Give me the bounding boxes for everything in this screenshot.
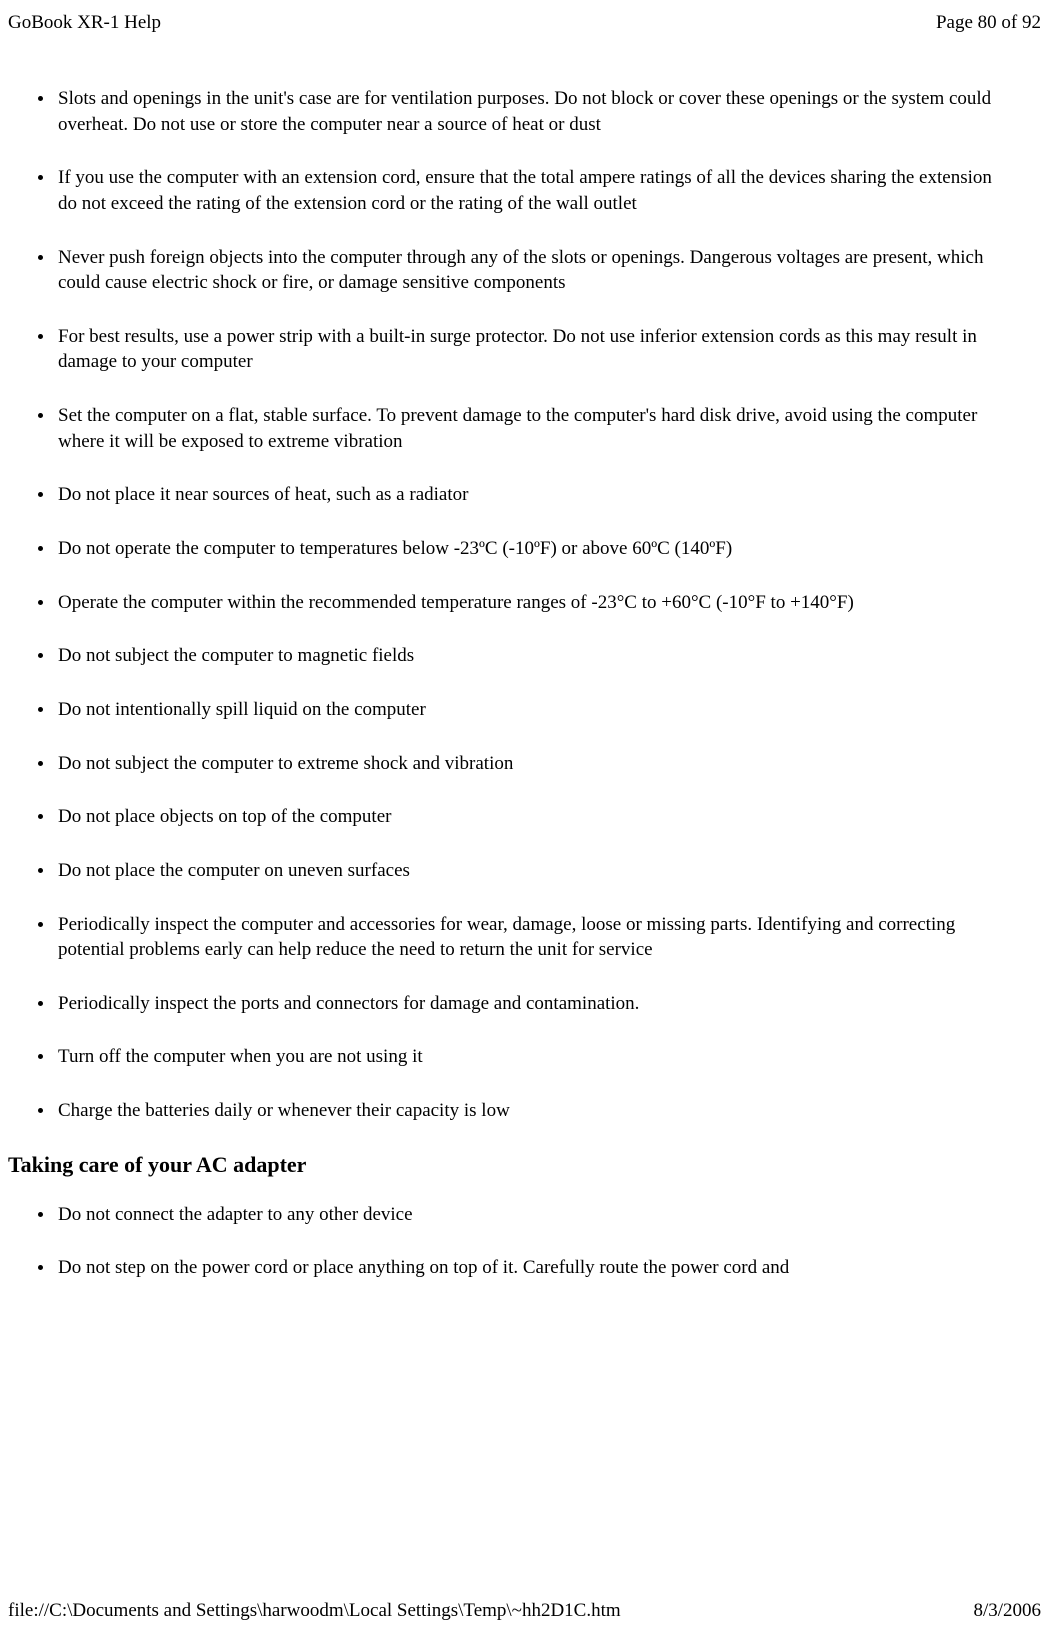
list-item: Turn off the computer when you are not u… — [58, 1044, 1041, 1070]
section-heading: Taking care of your AC adapter — [8, 1152, 1041, 1178]
footer-date: 8/3/2006 — [973, 1600, 1041, 1622]
list-item: Set the computer on a flat, stable surfa… — [58, 403, 1041, 454]
page-number: Page 80 of 92 — [936, 12, 1041, 34]
list-item: Do not place it near sources of heat, su… — [58, 482, 1041, 508]
list-item: Do not place objects on top of the compu… — [58, 804, 1041, 830]
list-item: Slots and openings in the unit's case ar… — [58, 86, 1041, 137]
safety-bullets: Slots and openings in the unit's case ar… — [8, 86, 1041, 1124]
footer-path: file://C:\Documents and Settings\harwood… — [8, 1600, 621, 1622]
list-item: If you use the computer with an extensio… — [58, 165, 1041, 216]
list-item: Do not place the computer on uneven surf… — [58, 858, 1041, 884]
header-title: GoBook XR-1 Help — [8, 12, 161, 34]
list-item: For best results, use a power strip with… — [58, 324, 1041, 375]
document-content: Slots and openings in the unit's case ar… — [0, 86, 1049, 1309]
list-item: Do not subject the computer to extreme s… — [58, 751, 1041, 777]
adapter-bullets: Do not connect the adapter to any other … — [8, 1202, 1041, 1281]
list-item: Do not subject the computer to magnetic … — [58, 643, 1041, 669]
list-item: Do not step on the power cord or place a… — [58, 1255, 1041, 1281]
list-item: Do not connect the adapter to any other … — [58, 1202, 1041, 1228]
list-item: Never push foreign objects into the comp… — [58, 245, 1041, 296]
list-item: Operate the computer within the recommen… — [58, 590, 1041, 616]
list-item: Periodically inspect the ports and conne… — [58, 991, 1041, 1017]
list-item: Periodically inspect the computer and ac… — [58, 912, 1041, 963]
list-item: Charge the batteries daily or whenever t… — [58, 1098, 1041, 1124]
list-item: Do not operate the computer to temperatu… — [58, 536, 1041, 562]
list-item: Do not intentionally spill liquid on the… — [58, 697, 1041, 723]
